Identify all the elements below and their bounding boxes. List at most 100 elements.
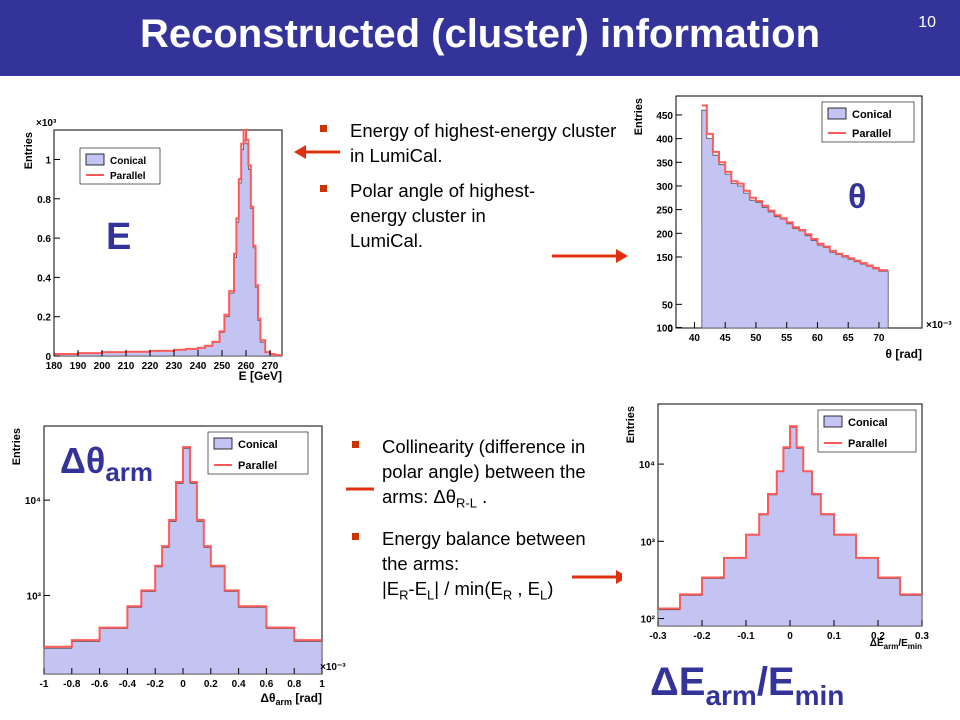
y-tick-label: 0.2 — [37, 313, 51, 324]
formula-part: , E — [512, 577, 540, 599]
x-axis-label-sub2: min — [908, 642, 922, 651]
y-multiplier-label: ×10³ — [36, 118, 57, 129]
x-tick-label: 45 — [720, 333, 732, 344]
de-symbol-mid: /E — [756, 660, 795, 704]
y-tick-label: 0.6 — [37, 234, 51, 245]
bullet-text: Polar angle of highest-energy cluster in… — [350, 180, 536, 251]
x-axis-label: Δθarm [rad] — [260, 691, 322, 707]
x-tick-label: -0.2 — [693, 631, 711, 642]
theta-plot: 40 45 50 55 60 65 70 0 50 100 150 200 250 300 350 400 45… — [622, 88, 958, 370]
y-tick-label: 10² — [641, 615, 656, 626]
arrow-to-energy-plot — [294, 145, 340, 159]
bullet-text: Collinearity (difference in polar angle)… — [382, 436, 586, 507]
x-multiplier-label: ×10⁻³ — [320, 662, 346, 673]
bottom-bullet-list: Collinearity (difference in polar angle)… — [348, 434, 608, 617]
energy-plot: 180 190 200 210 220 230 240 250 260 270 0 0.2 0.4 0.6… — [20, 118, 312, 390]
x-tick-label: -0.1 — [737, 631, 755, 642]
x-axis-label: ΔEarm/Emin — [870, 638, 922, 651]
x-tick-label: 180 — [46, 361, 63, 372]
legend-conical-swatch — [85, 153, 105, 166]
x-tick-label: -0.6 — [91, 679, 109, 690]
formula-part: ) — [547, 577, 554, 599]
legend-parallel-label: Parallel — [238, 460, 277, 472]
theta-chart: 40 45 50 55 60 65 70 0 50 100 150 200 250 300 350 400 45… — [633, 95, 952, 361]
y-tick-label: 50 — [662, 300, 674, 311]
bullet-text: Energy of highest-energy cluster in Lumi… — [350, 120, 617, 166]
legend-conical-swatch — [827, 107, 847, 120]
de-symbol-label: ΔEarm/Emin — [650, 660, 844, 712]
y-axis-label: Entries — [23, 132, 35, 169]
parallel-series-line — [701, 104, 889, 272]
x-axis-label-mid: /E — [898, 638, 908, 649]
formula-part: -E — [408, 577, 428, 599]
x-tick-label: 0 — [180, 679, 186, 690]
energy-chart: 180 190 200 210 220 230 240 250 260 270 0 0.2 0.4 0.6… — [23, 118, 283, 383]
legend-conical-swatch — [213, 437, 233, 450]
page-number: 10 — [918, 14, 936, 31]
x-tick-label: 0 — [787, 631, 793, 642]
x-multiplier-label: ×10⁻³ — [926, 320, 952, 331]
formula-sub: R — [399, 587, 409, 603]
x-tick-label: 0.3 — [915, 631, 929, 642]
bullet-marker — [320, 125, 327, 132]
arrow-to-theta-plot — [552, 249, 628, 263]
x-tick-label: 0.2 — [871, 631, 885, 642]
y-tick-label: 10⁴ — [639, 460, 655, 471]
bullet-collinearity: Collinearity (difference in polar angle)… — [348, 434, 608, 516]
y-tick-label: 0 — [667, 324, 673, 335]
x-tick-label: 0.6 — [259, 679, 273, 690]
bullet-energy: Energy of highest-energy cluster in Lumi… — [316, 118, 626, 168]
formula-sub: L — [427, 587, 435, 603]
formula-sub: R — [502, 587, 513, 603]
legend-conical-label: Conical — [848, 417, 888, 429]
x-tick-label: 260 — [238, 361, 255, 372]
y-tick-label: 10⁴ — [25, 496, 41, 507]
formula-sub: L — [539, 587, 548, 603]
y-tick-label: 150 — [656, 253, 673, 264]
x-tick-label: 60 — [812, 333, 824, 344]
x-axis-label: E [GeV] — [239, 369, 282, 383]
y-axis-label: Entries — [625, 406, 637, 443]
x-tick-label: -1 — [40, 679, 49, 690]
x-tick-label: 0.1 — [827, 631, 841, 642]
legend-parallel-label: Parallel — [848, 438, 887, 450]
x-tick-label: -0.4 — [119, 679, 137, 690]
x-tick-label: 240 — [190, 361, 207, 372]
x-tick-label: 270 — [262, 361, 279, 372]
x-tick-label: 210 — [118, 361, 135, 372]
title-bar — [0, 0, 960, 76]
dtheta-chart: -1 -0.8 -0.6 -0.4 -0.2 0 0.2 0.4 0.6 0.8 1 10³ 10⁴ En… — [11, 425, 346, 707]
x-axis-label-unit: [rad] — [292, 691, 322, 705]
de-chart: -0.3 -0.2 -0.1 0 0.1 0.2 0.3 10² 10³ 10⁴ Entries Co… — [625, 403, 929, 651]
bullet-subscript: R-L — [456, 495, 477, 511]
y-axis-label: Entries — [11, 428, 23, 465]
x-tick-label: 0.8 — [287, 679, 301, 690]
y-tick-label: 450 — [656, 111, 673, 122]
y-tick-label: 0.4 — [37, 273, 51, 284]
bullet-text-end: . — [477, 486, 488, 507]
x-tick-label: 1 — [319, 679, 325, 690]
legend-conical-label: Conical — [852, 109, 892, 121]
de-plot: -0.3 -0.2 -0.1 0 0.1 0.2 0.3 10² 10³ 10⁴ Entries Co… — [622, 396, 952, 678]
x-axis-label-sub: arm — [275, 697, 292, 707]
x-tick-label: 190 — [70, 361, 87, 372]
x-axis-label-main: Δθ — [260, 691, 275, 705]
bullet-text: Energy balance between the arms: — [382, 527, 586, 574]
formula-part: | / min(E — [434, 577, 503, 599]
slide-title: Reconstructed (cluster) information — [139, 12, 821, 56]
x-tick-label: 220 — [142, 361, 159, 372]
bullet-polar-angle: Polar angle of highest-energy cluster in… — [316, 178, 626, 253]
y-tick-label: 10³ — [27, 591, 42, 602]
bullet-marker — [320, 185, 327, 192]
dtheta-plot: -1 -0.8 -0.6 -0.4 -0.2 0 0.2 0.4 0.6 0.8 1 10³ 10⁴ En… — [8, 418, 346, 710]
de-symbol-main: ΔE — [650, 660, 706, 704]
legend-parallel-label: Parallel — [110, 171, 146, 182]
legend-parallel-label: Parallel — [852, 128, 891, 140]
x-tick-label: -0.2 — [147, 679, 165, 690]
y-tick-label: 350 — [656, 158, 673, 169]
bullet-energy-balance: Energy balance between the arms: |ER-EL|… — [348, 526, 608, 608]
bullet-marker — [352, 441, 359, 448]
bullet-marker — [352, 532, 359, 540]
x-tick-label: 250 — [214, 361, 231, 372]
y-tick-label: 100 — [656, 324, 673, 335]
